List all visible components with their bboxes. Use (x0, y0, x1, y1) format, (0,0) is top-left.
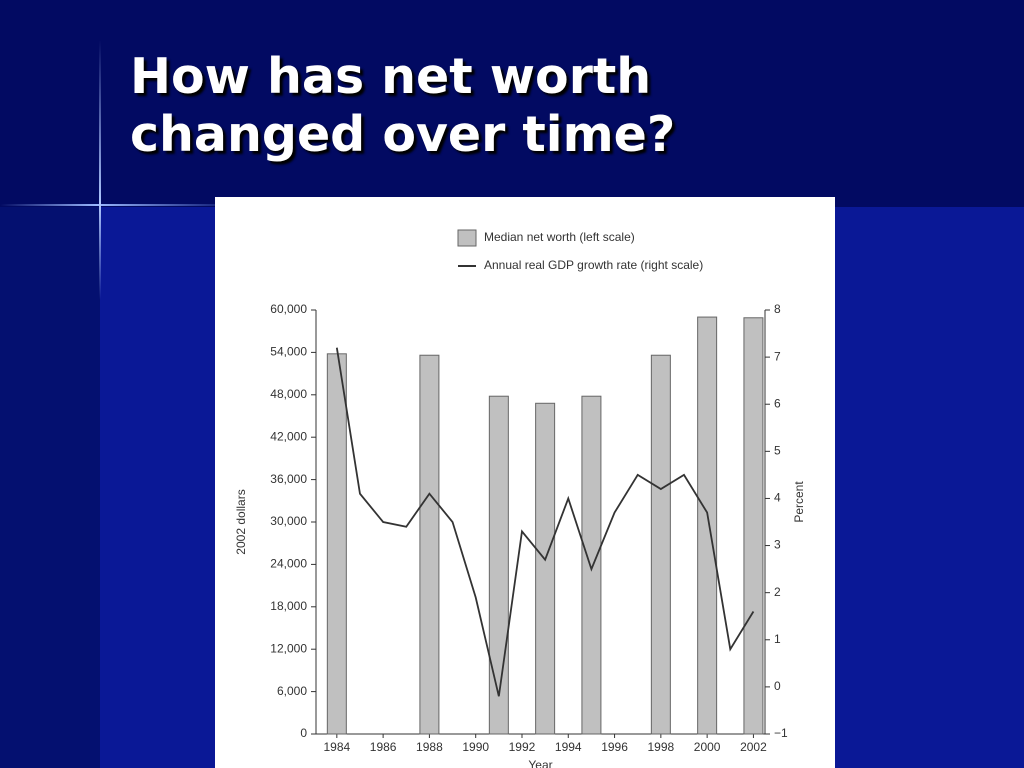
y2-tick-label: 7 (774, 349, 781, 363)
bar (419, 354, 440, 735)
x-tick-label: 1994 (555, 740, 582, 754)
bar (697, 316, 718, 735)
bar (581, 395, 602, 735)
decor-line (0, 204, 215, 206)
y-tick-label: 6,000 (277, 684, 307, 698)
x-tick-label: 1988 (416, 740, 443, 754)
y-tick-label: 42,000 (270, 429, 307, 443)
bar (535, 402, 556, 735)
left-band (0, 207, 100, 768)
y2-tick-label: 8 (774, 302, 781, 316)
y2-tick-label: 3 (774, 538, 781, 552)
legend-swatch (457, 229, 477, 247)
x-tick-label: 1992 (509, 740, 536, 754)
y2-tick-label: 6 (774, 396, 781, 410)
x-axis-label: Year (528, 758, 552, 768)
chart: 0 6,000 12,000 18,000 24,000 30,000 36,000 42,0… (215, 197, 835, 768)
decor-line (99, 40, 101, 300)
y-tick-label: 30,000 (270, 514, 307, 528)
y-tick-label: 18,000 (270, 599, 307, 613)
y2-tick-label: 0 (774, 679, 781, 693)
x-tick-label: 2002 (740, 740, 767, 754)
y2-tick-label: 2 (774, 585, 781, 599)
y-tick-label: 24,000 (270, 557, 307, 571)
legend-label: Median net worth (left scale) (484, 230, 635, 244)
y-tick-label: 60,000 (270, 302, 307, 316)
bar (743, 317, 764, 735)
title-band (0, 0, 1024, 207)
bar (488, 395, 509, 735)
y2-axis-label: Percent (792, 481, 806, 523)
x-tick-label: 1996 (601, 740, 628, 754)
y-tick-label: 48,000 (270, 387, 307, 401)
x-tick-label: 2000 (694, 740, 721, 754)
y2-tick-label: 4 (774, 491, 781, 505)
y2-tick-label: 1 (774, 632, 781, 646)
bar (326, 353, 347, 735)
legend-label: Annual real GDP growth rate (right scale… (484, 258, 703, 272)
x-tick-label: 1986 (370, 740, 397, 754)
y-tick-label: 12,000 (270, 641, 307, 655)
chart-background (215, 197, 835, 768)
x-tick-label: 1984 (323, 740, 350, 754)
x-tick-label: 1990 (462, 740, 489, 754)
bar (650, 354, 671, 735)
y2-tick-label: 5 (774, 444, 781, 458)
y-tick-label: 36,000 (270, 472, 307, 486)
y-tick-label: 54,000 (270, 345, 307, 359)
x-tick-label: 1998 (647, 740, 674, 754)
line (335, 347, 755, 697)
slide-title: How has net worth changed over time? (130, 48, 676, 163)
y-axis-label: 2002 dollars (234, 489, 248, 554)
y-tick-label: 0 (300, 726, 307, 740)
y2-tick-label: −1 (774, 726, 788, 740)
